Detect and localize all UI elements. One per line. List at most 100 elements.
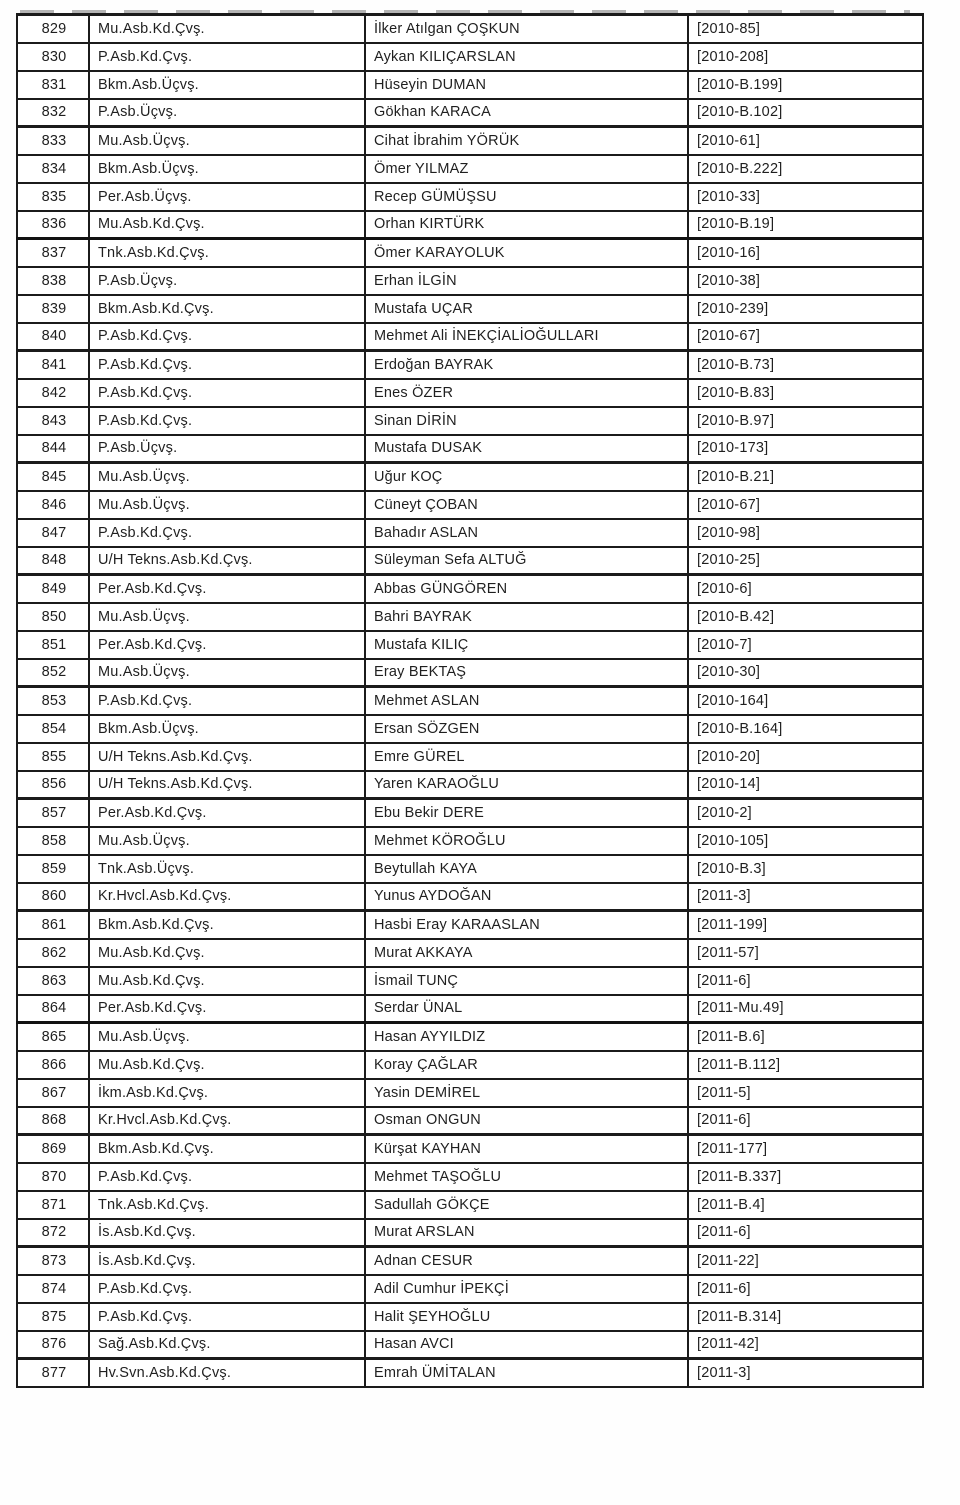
rank-cell: Hv.Svn.Asb.Kd.Çvş. <box>88 1357 366 1388</box>
rank-cell: İs.Asb.Kd.Çvş. <box>88 1245 366 1276</box>
rank-cell: U/H Tekns.Asb.Kd.Çvş. <box>88 545 366 576</box>
person-name-cell: Yunus AYDOĞAN <box>364 881 689 912</box>
person-name-cell: Abbas GÜNGÖREN <box>364 573 689 604</box>
code-cell: [2011-B.112] <box>687 1049 924 1080</box>
table-row: 855 U/H Tekns.Asb.Kd.Çvş. Emre GÜREL [2010-… <box>16 741 924 772</box>
person-name-cell: Kürşat KAYHAN <box>364 1133 689 1164</box>
person-name-cell: Mehmet TAŞOĞLU <box>364 1161 689 1192</box>
rank-cell: Bkm.Asb.Kd.Çvş. <box>88 909 366 940</box>
code-cell: [2010-105] <box>687 825 924 856</box>
rank-cell: Mu.Asb.Kd.Çvş. <box>88 965 366 996</box>
code-cell: [2011-3] <box>687 881 924 912</box>
row-number-cell: 859 <box>16 853 90 884</box>
table-row: 857 Per.Asb.Kd.Çvş. Ebu Bekir DERE [2010-2] <box>16 797 924 828</box>
person-name-cell: İsmail TUNÇ <box>364 965 689 996</box>
code-cell: [2011-Mu.49] <box>687 993 924 1024</box>
table-row: 863 Mu.Asb.Kd.Çvş. İsmail TUNÇ [2011-6] <box>16 965 924 996</box>
table-row: 834 Bkm.Asb.Üçvş. Ömer YILMAZ [2010-B.222] <box>16 153 924 184</box>
row-number-cell: 867 <box>16 1077 90 1108</box>
row-number-cell: 862 <box>16 937 90 968</box>
row-number-cell: 836 <box>16 209 90 240</box>
code-cell: [2011-57] <box>687 937 924 968</box>
row-number-cell: 873 <box>16 1245 90 1276</box>
person-name-cell: Adil Cumhur İPEKÇİ <box>364 1273 689 1304</box>
rank-cell: P.Asb.Kd.Çvş. <box>88 685 366 716</box>
table-row: 872 İs.Asb.Kd.Çvş. Murat ARSLAN [2011-6] <box>16 1217 924 1248</box>
row-number-cell: 863 <box>16 965 90 996</box>
rank-cell: Kr.Hvcl.Asb.Kd.Çvş. <box>88 881 366 912</box>
person-name-cell: Orhan KIRTÜRK <box>364 209 689 240</box>
person-name-cell: Beytullah KAYA <box>364 853 689 884</box>
table-row: 844 P.Asb.Üçvş. Mustafa DUSAK [2010-173] <box>16 433 924 464</box>
rank-cell: P.Asb.Üçvş. <box>88 97 366 128</box>
code-cell: [2011-B.6] <box>687 1021 924 1052</box>
row-number-cell: 854 <box>16 713 90 744</box>
code-cell: [2010-38] <box>687 265 924 296</box>
table-row: 829 Mu.Asb.Kd.Çvş. İlker Atılgan ÇOŞKUN [20… <box>16 13 924 44</box>
row-number-cell: 876 <box>16 1329 90 1360</box>
table-row: 848 U/H Tekns.Asb.Kd.Çvş. Süleyman Sefa AL… <box>16 545 924 576</box>
person-name-cell: Ömer YILMAZ <box>364 153 689 184</box>
table-row: 860 Kr.Hvcl.Asb.Kd.Çvş. Yunus AYDOĞAN [2011… <box>16 881 924 912</box>
person-name-cell: Erdoğan BAYRAK <box>364 349 689 380</box>
table-row: 850 Mu.Asb.Üçvş. Bahri BAYRAK [2010-B.42] <box>16 601 924 632</box>
rank-cell: P.Asb.Kd.Çvş. <box>88 1273 366 1304</box>
rank-cell: Tnk.Asb.Üçvş. <box>88 853 366 884</box>
person-name-cell: Enes ÖZER <box>364 377 689 408</box>
row-number-cell: 875 <box>16 1301 90 1332</box>
row-number-cell: 839 <box>16 293 90 324</box>
rank-cell: U/H Tekns.Asb.Kd.Çvş. <box>88 741 366 772</box>
person-name-cell: Mustafa UÇAR <box>364 293 689 324</box>
table-row: 847 P.Asb.Kd.Çvş. Bahadır ASLAN [2010-98] <box>16 517 924 548</box>
row-number-cell: 864 <box>16 993 90 1024</box>
rank-cell: Bkm.Asb.Üçvş. <box>88 69 366 100</box>
code-cell: [2011-3] <box>687 1357 924 1388</box>
table-row: 849 Per.Asb.Kd.Çvş. Abbas GÜNGÖREN [2010-6] <box>16 573 924 604</box>
person-name-cell: Yaren KARAOĞLU <box>364 769 689 800</box>
row-number-cell: 830 <box>16 41 90 72</box>
person-name-cell: Serdar ÜNAL <box>364 993 689 1024</box>
rank-cell: P.Asb.Kd.Çvş. <box>88 349 366 380</box>
code-cell: [2011-199] <box>687 909 924 940</box>
rank-cell: İkm.Asb.Kd.Çvş. <box>88 1077 366 1108</box>
rank-cell: Per.Asb.Kd.Çvş. <box>88 629 366 660</box>
rank-cell: Mu.Asb.Kd.Çvş. <box>88 209 366 240</box>
rank-cell: Tnk.Asb.Kd.Çvş. <box>88 237 366 268</box>
row-number-cell: 868 <box>16 1105 90 1136</box>
code-cell: [2011-177] <box>687 1133 924 1164</box>
code-cell: [2010-25] <box>687 545 924 576</box>
code-cell: [2010-B.19] <box>687 209 924 240</box>
code-cell: [2010-98] <box>687 517 924 548</box>
table-row: 853 P.Asb.Kd.Çvş. Mehmet ASLAN [2010-164] <box>16 685 924 716</box>
person-name-cell: Hüseyin DUMAN <box>364 69 689 100</box>
code-cell: [2010-30] <box>687 657 924 688</box>
table-row: 831 Bkm.Asb.Üçvş. Hüseyin DUMAN [2010-B.199… <box>16 69 924 100</box>
row-number-cell: 853 <box>16 685 90 716</box>
table-row: 830 P.Asb.Kd.Çvş. Aykan KILIÇARSLAN [2010-2… <box>16 41 924 72</box>
code-cell: [2010-B.164] <box>687 713 924 744</box>
person-name-cell: Hasbi Eray KARAASLAN <box>364 909 689 940</box>
row-number-cell: 837 <box>16 237 90 268</box>
code-cell: [2010-20] <box>687 741 924 772</box>
code-cell: [2010-B.102] <box>687 97 924 128</box>
person-name-cell: Ersan SÖZGEN <box>364 713 689 744</box>
code-cell: [2010-208] <box>687 41 924 72</box>
row-number-cell: 870 <box>16 1161 90 1192</box>
code-cell: [2010-6] <box>687 573 924 604</box>
rank-cell: U/H Tekns.Asb.Kd.Çvş. <box>88 769 366 800</box>
row-number-cell: 857 <box>16 797 90 828</box>
rank-cell: P.Asb.Üçvş. <box>88 433 366 464</box>
row-number-cell: 831 <box>16 69 90 100</box>
code-cell: [2010-2] <box>687 797 924 828</box>
table-row: 876 Sağ.Asb.Kd.Çvş. Hasan AVCI [2011-42] <box>16 1329 924 1360</box>
row-number-cell: 838 <box>16 265 90 296</box>
row-number-cell: 834 <box>16 153 90 184</box>
row-number-cell: 843 <box>16 405 90 436</box>
rank-cell: P.Asb.Üçvş. <box>88 265 366 296</box>
code-cell: [2010-14] <box>687 769 924 800</box>
row-number-cell: 856 <box>16 769 90 800</box>
person-name-cell: Erhan İLGİN <box>364 265 689 296</box>
table-row: 870 P.Asb.Kd.Çvş. Mehmet TAŞOĞLU [2011-B.33… <box>16 1161 924 1192</box>
code-cell: [2010-67] <box>687 321 924 352</box>
row-number-cell: 869 <box>16 1133 90 1164</box>
